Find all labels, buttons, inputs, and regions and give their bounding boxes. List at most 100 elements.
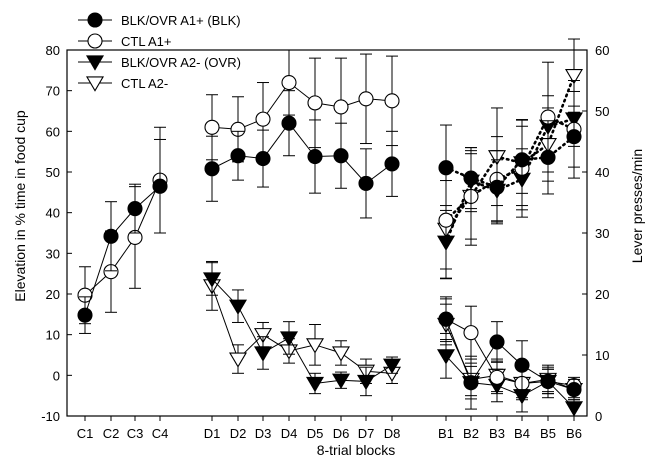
legend: BLK/OVR A1+ (BLK) CTL A1+ BLK/OVR A2- (OVR… xyxy=(78,12,241,92)
data-point xyxy=(438,212,454,228)
data-point xyxy=(103,228,119,244)
data-point xyxy=(255,111,271,127)
data-point xyxy=(566,129,582,145)
series xyxy=(202,38,584,384)
data-point xyxy=(331,373,351,389)
data-point xyxy=(463,375,479,391)
data-point xyxy=(281,74,297,91)
data-point xyxy=(566,382,582,398)
data-point xyxy=(228,352,248,368)
data-point xyxy=(204,119,220,135)
x-tick-label: D3 xyxy=(255,426,272,441)
x-tick-label: B2 xyxy=(463,426,479,441)
y-left-tick-label: 80 xyxy=(46,43,60,58)
x-tick-label: D4 xyxy=(281,426,298,441)
axes: -10 0 10 20 30 40 50 60 70 80 0 10 20 30 40 50 60 C1 C2 C3 C… xyxy=(41,43,609,441)
legend-item: CTL A1+ xyxy=(78,33,171,49)
data-point xyxy=(228,299,248,315)
series xyxy=(202,90,584,397)
series-line xyxy=(444,115,576,222)
data-point xyxy=(384,156,400,172)
y-axis-right-title: Lever presses/min xyxy=(629,149,645,263)
data-point xyxy=(279,331,299,347)
data-point xyxy=(356,374,376,391)
data-point xyxy=(87,12,103,28)
x-tick-label: B6 xyxy=(566,426,582,441)
x-tick-label: B4 xyxy=(514,426,530,441)
data-point xyxy=(204,161,220,177)
y-left-tick-label: 60 xyxy=(46,124,60,139)
data-point xyxy=(436,349,456,365)
y-right-tick-label: 60 xyxy=(595,43,609,58)
data-point xyxy=(307,148,323,165)
x-tick-label: D2 xyxy=(230,426,247,441)
data-point xyxy=(358,91,374,107)
legend-item: BLK/OVR A2- (OVR) xyxy=(78,55,241,71)
x-tick-label: C1 xyxy=(77,426,94,441)
x-tick-label: B1 xyxy=(438,426,454,441)
data-point xyxy=(307,95,323,111)
y-right-tick-label: 30 xyxy=(595,226,609,241)
y-right-tick-label: 40 xyxy=(595,165,609,180)
data-point xyxy=(333,99,349,115)
y-left-tick-label: 40 xyxy=(46,206,60,221)
x-tick-label: D8 xyxy=(384,426,401,441)
series-line xyxy=(84,185,161,316)
data-point xyxy=(489,334,505,350)
legend-label: BLK/OVR A1+ (BLK) xyxy=(121,13,241,28)
y-left-tick-label: 70 xyxy=(46,84,60,99)
x-tick-label: C2 xyxy=(103,426,120,441)
data-point xyxy=(438,311,454,327)
x-tick-label: C4 xyxy=(152,426,169,441)
data-point xyxy=(85,55,105,71)
data-point xyxy=(564,69,584,85)
data-point xyxy=(463,325,479,341)
x-tick-label: B5 xyxy=(540,426,556,441)
y-right-tick-label: 0 xyxy=(595,409,602,424)
y-left-tick-label: -10 xyxy=(41,409,60,424)
series xyxy=(436,332,584,417)
data-point xyxy=(77,307,93,323)
data-point xyxy=(382,358,402,374)
series xyxy=(77,90,582,334)
data-point xyxy=(253,346,273,362)
series-line xyxy=(84,179,161,296)
data-point xyxy=(333,148,349,164)
y-left-tick-label: 20 xyxy=(46,287,60,302)
x-tick-label: D7 xyxy=(358,426,375,441)
data-point xyxy=(463,170,479,186)
x-axis-title: 8-trial blocks xyxy=(317,442,396,458)
data-point xyxy=(202,272,222,288)
legend-item: CTL A2- xyxy=(78,76,168,92)
legend-item: BLK/OVR A1+ (BLK) xyxy=(78,12,241,28)
series xyxy=(438,296,582,410)
y-left-tick-label: 10 xyxy=(46,328,60,343)
y-axis-left-title: Elevation in % time in food cup xyxy=(12,110,28,302)
data-point xyxy=(331,346,351,362)
data-layer xyxy=(77,38,584,417)
data-point xyxy=(305,338,325,354)
data-point xyxy=(152,178,168,194)
data-point xyxy=(253,328,273,344)
y-right-tick-label: 20 xyxy=(595,287,609,302)
data-point xyxy=(489,179,505,195)
y-right-tick-label: 50 xyxy=(595,104,609,119)
legend-label: BLK/OVR A2- (OVR) xyxy=(121,55,241,70)
data-point xyxy=(438,160,454,176)
data-point xyxy=(564,401,584,417)
data-point xyxy=(281,115,297,131)
y-left-tick-label: 30 xyxy=(46,246,60,261)
data-point xyxy=(540,373,556,389)
legend-label: CTL A1+ xyxy=(121,34,171,49)
data-point xyxy=(85,76,105,92)
y-left-tick-label: 0 xyxy=(53,368,60,383)
x-tick-label: D5 xyxy=(307,426,324,441)
data-point xyxy=(255,151,271,167)
data-point xyxy=(514,357,530,373)
data-point xyxy=(305,376,325,393)
data-point xyxy=(127,201,143,217)
data-point xyxy=(514,152,530,168)
data-point xyxy=(540,149,556,165)
data-point xyxy=(384,93,400,109)
